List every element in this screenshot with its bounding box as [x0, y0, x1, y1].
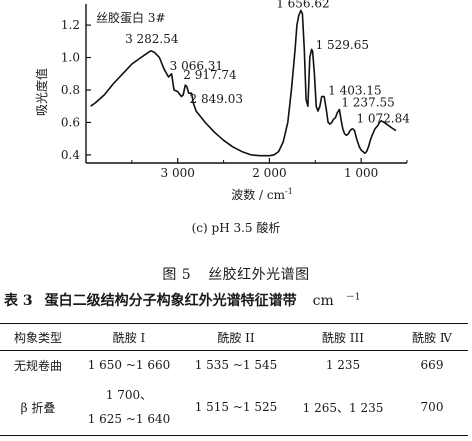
- cell-amide-1-line: 1 700、: [105, 388, 153, 403]
- cell-amide-1: 1 650 ~1 660: [87, 358, 171, 373]
- cell-amide-3: 1 265、1 235: [302, 400, 384, 415]
- chart-ticks: 3 000 2 000 1 000 0.4 0.6 0.8 1.0 1.2: [61, 18, 408, 180]
- peak-label: 3 282.54: [125, 32, 179, 46]
- figure-number: 图 5: [162, 267, 192, 283]
- peak-label: 3 066.31: [170, 59, 223, 73]
- spectrum-line: [90, 9, 397, 157]
- cell-conformation: β 折叠: [20, 400, 56, 415]
- cell-amide-2: 1 535 ~1 545: [194, 358, 278, 373]
- chart-axes: [85, 4, 407, 164]
- table-header-row: 构象类型 酰胺 I 酰胺 II 酰胺 III 酰胺 Ⅳ: [0, 323, 468, 351]
- cell-amide-2: 1 515 ~1 525: [194, 400, 278, 415]
- header-amide-1: 酰胺 I: [76, 323, 182, 351]
- table-title: 表 3 蛋白二级结构分子构象红外光谱特征谱带 cm －1: [4, 289, 372, 310]
- cell-amide-3: 1 235: [325, 358, 361, 373]
- conformation-table: 构象类型 酰胺 I 酰胺 II 酰胺 III 酰胺 Ⅳ 无规卷曲 1 650 ~…: [0, 323, 468, 436]
- header-amide-4: 酰胺 Ⅳ: [396, 323, 468, 351]
- peak-label: 1 237.55: [341, 95, 394, 109]
- series-label: 丝胶蛋白 3#: [96, 10, 166, 25]
- cell-amide-4: 669: [420, 358, 444, 373]
- table-unit: cm －1: [312, 292, 361, 309]
- x-tick-label: 1 000: [344, 166, 378, 180]
- cell-conformation: 无规卷曲: [13, 358, 62, 373]
- peak-label: 1 529.65: [316, 38, 369, 52]
- table-row: 无规卷曲 1 650 ~1 660 1 535 ~1 545 1 235 669: [0, 351, 468, 380]
- cell-amide-1-line: 1 625 ~1 640: [87, 412, 171, 427]
- peak-label: 1 656.62: [276, 0, 329, 10]
- x-tick-label: 3 000: [161, 166, 195, 180]
- table-title-text: 蛋白二级结构分子构象红外光谱特征谱带: [44, 292, 297, 309]
- peak-label: 2 849.03: [190, 92, 243, 106]
- x-axis-label-exponent: -1: [285, 187, 293, 196]
- peak-annotations: 3 282.54 3 066.312 917.74 2 849.03 1 656.62…: [125, 0, 410, 126]
- y-tick-label: 0.6: [61, 115, 80, 129]
- figure-title: 丝胶红外光谱图: [208, 267, 310, 283]
- y-tick-label: 0.8: [61, 83, 80, 97]
- table-unit-exponent: －1: [345, 292, 361, 302]
- cell-amide-4: 700: [420, 400, 444, 415]
- y-tick-label: 0.4: [61, 148, 80, 162]
- figure-caption: 图 5 丝胶红外光谱图: [0, 264, 472, 284]
- x-axis-label: 波数 / cm-1: [231, 187, 293, 202]
- header-amide-3: 酰胺 III: [290, 323, 396, 351]
- table-row: β 折叠 1 700、 1 625 ~1 640 1 515 ~1 525 1 2…: [0, 380, 468, 436]
- y-axis-label: 吸光度值: [34, 68, 49, 116]
- peak-label: 1 072.84: [356, 112, 410, 126]
- y-tick-label: 1.0: [61, 51, 80, 65]
- peak-label: 1 403.15: [328, 83, 381, 97]
- header-conformation: 构象类型: [0, 323, 76, 351]
- subfigure-caption: (c) pH 3.5 酸析: [191, 221, 281, 235]
- header-amide-2: 酰胺 II: [182, 323, 290, 351]
- peak-label: 2 917.74: [183, 68, 237, 82]
- cell-amide-1: 1 700、 1 625 ~1 640: [76, 380, 182, 436]
- table-number: 表 3: [4, 292, 33, 309]
- x-tick-label: 2 000: [252, 166, 286, 180]
- y-tick-label: 1.2: [61, 18, 80, 32]
